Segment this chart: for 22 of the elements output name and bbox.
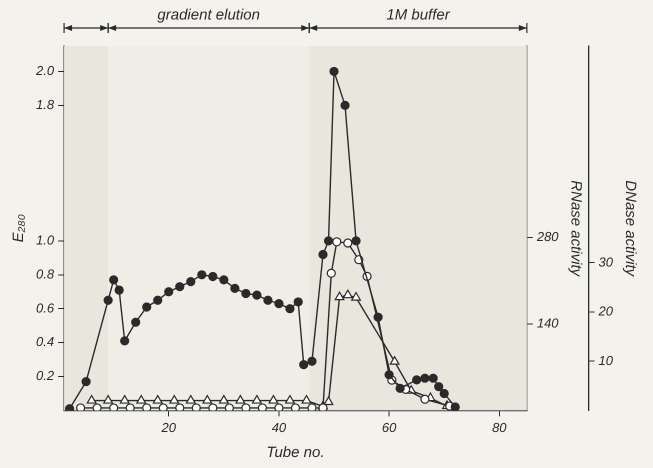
y2-tick-label: 280 bbox=[536, 229, 560, 244]
y-tick-label: 2.0 bbox=[34, 63, 55, 78]
band-label: 1M buffer bbox=[386, 6, 451, 24]
y-axis-title: E₂₈₀ bbox=[10, 214, 28, 242]
x-tick-label: 40 bbox=[272, 420, 287, 435]
x-tick-label: 60 bbox=[382, 420, 398, 435]
y3-tick-label: 10 bbox=[598, 352, 614, 368]
y2-tick-label: 140 bbox=[536, 316, 560, 331]
x-tick-label: 20 bbox=[160, 420, 177, 435]
x-tick-label: 80 bbox=[492, 420, 508, 435]
y-tick-label: 0.2 bbox=[36, 368, 55, 384]
x-axis-title: Tube no. bbox=[266, 444, 325, 462]
y-tick-label: 0.8 bbox=[36, 266, 55, 282]
y2-axis-title: RNase activity bbox=[567, 180, 584, 278]
band-label: gradient elution bbox=[157, 6, 260, 24]
y-tick-label: 0.4 bbox=[36, 334, 54, 350]
y-tick-label: 1.0 bbox=[36, 232, 55, 248]
y-tick-label: 0.6 bbox=[36, 300, 55, 316]
y3-axis-title: DNase activity bbox=[622, 180, 639, 278]
y3-tick-label: 20 bbox=[598, 304, 614, 319]
y-tick-label: 1.8 bbox=[36, 96, 55, 112]
y3-tick-label: 30 bbox=[598, 254, 614, 270]
